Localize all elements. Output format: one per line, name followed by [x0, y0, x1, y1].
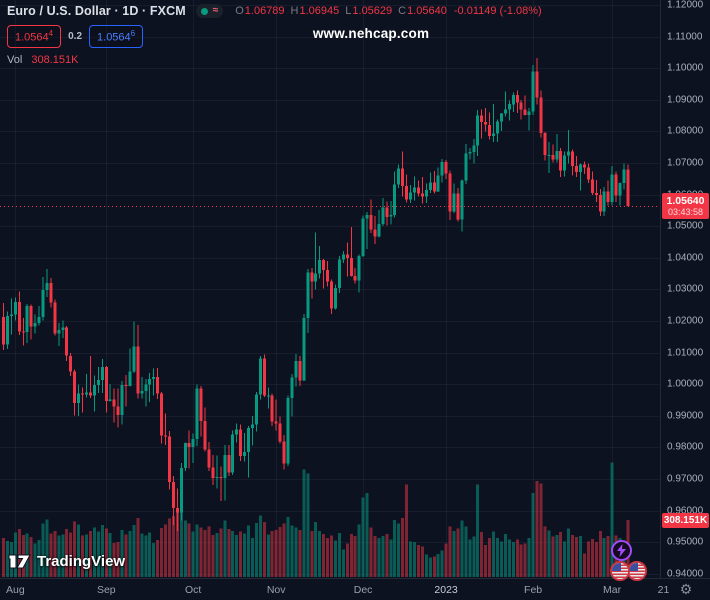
- tradingview-mark-icon: [8, 554, 31, 569]
- price-axis-label: 1.01000: [667, 347, 704, 359]
- price-axis-label: 1.00000: [667, 378, 704, 390]
- time-axis-label: 21: [657, 583, 670, 596]
- boost-button[interactable]: [611, 540, 632, 561]
- lightning-icon: [617, 544, 626, 557]
- price-axis-label: 1.08000: [667, 125, 704, 137]
- price-axis-label: 1.03000: [667, 283, 704, 295]
- price-axis-label: 1.10000: [667, 62, 704, 74]
- volume-value: 308.151K: [31, 53, 79, 66]
- price-axis-label: 0.94000: [667, 568, 704, 578]
- symbol-title[interactable]: Euro / U.S. Dollar · 1D · FXCM: [7, 4, 186, 18]
- price-axis-label: 0.97000: [667, 473, 704, 485]
- price-axis-label: 1.12000: [667, 0, 704, 11]
- price-axis-label: 0.99000: [667, 410, 704, 422]
- data-status-pill[interactable]: ≈: [195, 4, 224, 18]
- price-axis-label: 1.07000: [667, 157, 704, 169]
- ohlc-legend: O1.06789 H1.06945 L1.05629 C1.05640 -0.0…: [235, 5, 542, 17]
- time-axis[interactable]: Aug Sep Oct Nov Dec 2023 Feb Mar 21: [0, 578, 710, 600]
- price-axis-label: 1.11000: [667, 31, 703, 43]
- time-axis-label: Sep: [96, 583, 116, 596]
- time-axis-label: Dec: [353, 583, 373, 596]
- price-axis-label: 1.02000: [667, 315, 704, 327]
- price-axis-label: 0.98000: [667, 441, 704, 453]
- time-axis-label: Mar: [603, 583, 622, 596]
- time-axis-label: Aug: [6, 583, 25, 596]
- volume-badge: 308.151K: [662, 513, 709, 528]
- high-value: 1.06945: [299, 5, 340, 17]
- time-axis-label: Nov: [266, 583, 286, 596]
- time-axis-label: 2023: [434, 583, 458, 596]
- low-value: 1.05629: [352, 5, 393, 17]
- axis-settings-gear-icon[interactable]: ⚙: [679, 581, 693, 597]
- buy-ask-button[interactable]: 1.05646: [89, 25, 144, 48]
- open-value: 1.06789: [244, 5, 285, 17]
- time-axis-label: Feb: [524, 583, 543, 596]
- price-axis-label: 1.09000: [667, 94, 704, 106]
- change-value: -0.01149 (-1.08%): [453, 5, 542, 17]
- flag-canton: [612, 563, 621, 571]
- market-status-dot-icon: [200, 7, 208, 15]
- price-axis-label: 1.05000: [667, 220, 704, 232]
- volume-label: Vol: [7, 53, 23, 66]
- spread-value: 0.2: [68, 30, 83, 42]
- price-axis-label: 0.96000: [667, 505, 704, 517]
- volume-legend: Vol 308.151K: [7, 54, 542, 66]
- close-value: 1.05640: [407, 5, 447, 17]
- tradingview-wordmark: TradingView: [37, 552, 126, 570]
- candlestick-plot: [0, 0, 660, 578]
- price-axis[interactable]: 1.12000 1.11000 1.10000 1.09000 1.08000 1.070…: [660, 0, 710, 578]
- price-axis-label: 1.04000: [667, 252, 704, 264]
- chart-pane[interactable]: [0, 0, 660, 578]
- chart-legend: Euro / U.S. Dollar · 1D · FXCM ≈ O1.0678…: [7, 4, 542, 66]
- price-axis-label: 0.95000: [667, 536, 704, 548]
- last-price-badge: 1.05640 03:43:58: [662, 193, 709, 219]
- time-axis-label: Oct: [185, 583, 202, 596]
- tradingview-logo[interactable]: TradingView: [8, 551, 125, 571]
- base-currency-flag-icon[interactable]: [610, 561, 630, 581]
- volume-bars-layer: [2, 462, 630, 577]
- bar-countdown: 03:43:58: [667, 207, 704, 217]
- flag-canton: [629, 563, 638, 571]
- quote-currency-flag-icon[interactable]: [627, 561, 647, 581]
- watermark: www.nehcap.com: [312, 26, 430, 41]
- candles-layer: [2, 57, 630, 531]
- sell-bid-button[interactable]: 1.05644: [7, 25, 62, 48]
- last-price-value: 1.05640: [666, 195, 705, 207]
- delayed-data-icon: ≈: [212, 5, 219, 16]
